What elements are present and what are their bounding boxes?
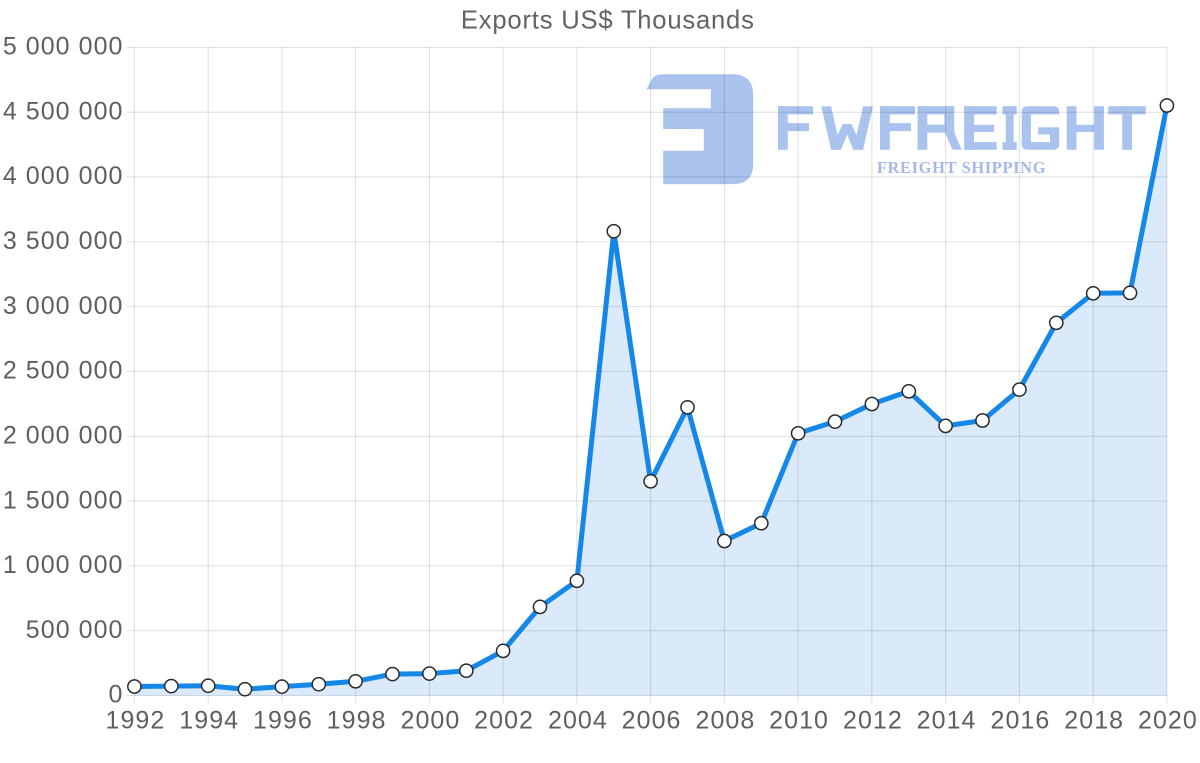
svg-text:2020: 2020 <box>1138 707 1198 735</box>
svg-text:3 000 000: 3 000 000 <box>3 292 124 320</box>
svg-text:2 000 000: 2 000 000 <box>3 422 124 450</box>
svg-text:1998: 1998 <box>327 707 387 735</box>
svg-text:2008: 2008 <box>695 707 755 735</box>
svg-text:2018: 2018 <box>1064 707 1124 735</box>
svg-text:0: 0 <box>109 681 124 709</box>
svg-text:2010: 2010 <box>769 707 829 735</box>
svg-text:1996: 1996 <box>253 707 313 735</box>
svg-text:2006: 2006 <box>622 707 682 735</box>
svg-text:2000: 2000 <box>400 707 460 735</box>
svg-text:3 500 000: 3 500 000 <box>3 227 124 255</box>
svg-text:5 000 000: 5 000 000 <box>3 33 124 61</box>
svg-text:4 500 000: 4 500 000 <box>3 97 124 125</box>
svg-text:1 000 000: 1 000 000 <box>3 551 124 579</box>
svg-text:500 000: 500 000 <box>26 616 124 644</box>
svg-text:4 000 000: 4 000 000 <box>3 162 124 190</box>
svg-text:2012: 2012 <box>843 707 903 735</box>
svg-text:2 500 000: 2 500 000 <box>3 357 124 385</box>
svg-text:1992: 1992 <box>105 707 165 735</box>
svg-text:Exports US$ Thousands: Exports US$ Thousands <box>461 7 755 35</box>
svg-text:2004: 2004 <box>548 707 608 735</box>
svg-text:1994: 1994 <box>179 707 239 735</box>
svg-text:2002: 2002 <box>474 707 534 735</box>
svg-text:1 500 000: 1 500 000 <box>3 486 124 514</box>
svg-text:2014: 2014 <box>917 707 977 735</box>
svg-text:2016: 2016 <box>990 707 1050 735</box>
svg-text:FREIGHT SHIPPING: FREIGHT SHIPPING <box>877 158 1046 177</box>
